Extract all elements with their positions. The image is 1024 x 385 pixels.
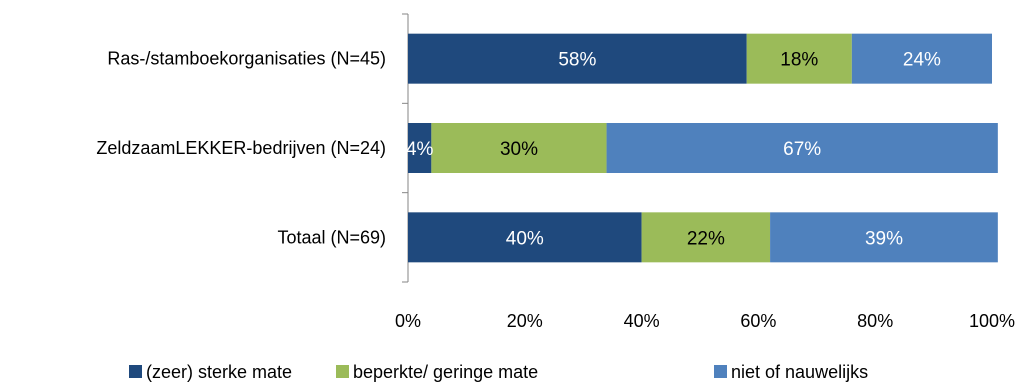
data-label: 24%	[903, 50, 941, 71]
bar-segment	[606, 123, 998, 173]
data-label: 18%	[780, 50, 818, 71]
bar-segment	[770, 212, 998, 263]
x-tick-label: 40%	[624, 311, 660, 331]
data-label: 39%	[865, 228, 903, 249]
bar-segment	[431, 123, 607, 173]
bar-segment	[746, 33, 852, 84]
bar-segment	[851, 33, 992, 84]
chart-bars	[408, 33, 998, 263]
data-label: 67%	[783, 139, 821, 160]
legend-label: (zeer) sterke mate	[146, 362, 292, 382]
data-label: 40%	[506, 228, 544, 249]
bar-segment	[641, 212, 771, 263]
x-tick-label: 60%	[740, 311, 776, 331]
data-label: 4%	[406, 139, 434, 160]
data-label: 30%	[500, 139, 538, 160]
legend-swatch	[336, 365, 349, 378]
chart-tick-labels: 0% 20% 40% 60% 80% 100%	[395, 311, 1015, 331]
x-tick-label: 20%	[507, 311, 543, 331]
chart-category-labels: Ras-/stamboekorganisaties (N=45) Zeldzaam…	[96, 49, 386, 248]
legend-label: beperkte/ geringe mate	[353, 362, 538, 382]
x-tick-label: 100%	[969, 311, 1015, 331]
x-tick-label: 0%	[395, 311, 421, 331]
category-label: Ras-/stamboekorganisaties (N=45)	[107, 49, 386, 69]
chart-legend: (zeer) sterke mate beperkte/ geringe mate…	[129, 362, 868, 382]
legend-label: niet of nauwelijks	[731, 362, 868, 382]
bar-segment	[408, 33, 747, 84]
chart-data-labels: 58% 18% 24% 4% 30% 67% 40% 22% 39%	[406, 50, 941, 250]
data-label: 22%	[687, 228, 725, 249]
category-label: Totaal (N=69)	[277, 227, 386, 247]
x-tick-label: 80%	[857, 311, 893, 331]
data-label: 58%	[558, 50, 596, 71]
bar-segment	[408, 123, 432, 173]
legend-swatch	[129, 365, 142, 378]
bar-segment	[408, 212, 642, 263]
category-label: ZeldzaamLEKKER-bedrijven (N=24)	[96, 138, 386, 158]
legend-swatch	[714, 365, 727, 378]
